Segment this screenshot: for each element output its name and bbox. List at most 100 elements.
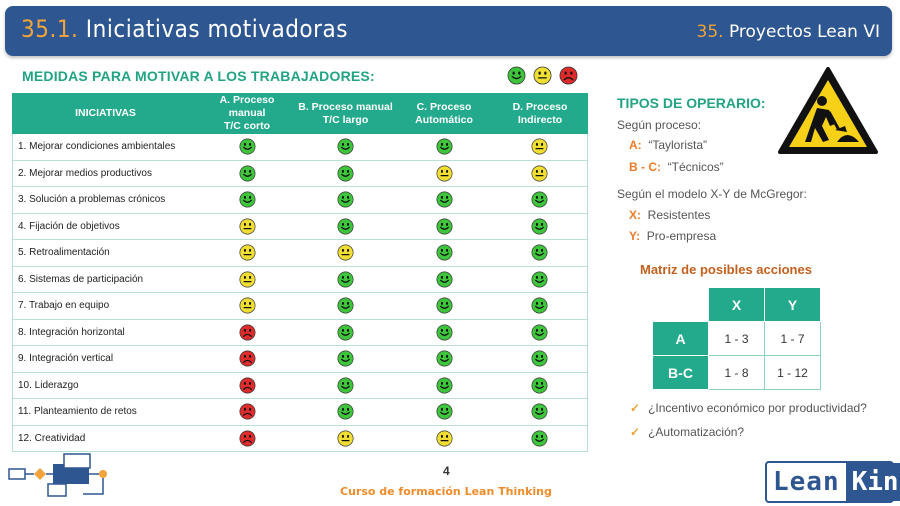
green-smile-icon <box>436 350 453 367</box>
rating-cell <box>395 160 493 187</box>
operator-types-title: TIPOS DE OPERARIO: <box>617 95 766 111</box>
slide-title: 35.1. Iniciativas motivadoras <box>21 15 348 43</box>
rating-cell <box>198 266 296 293</box>
checkmark-icon: ✓ <box>630 425 641 439</box>
operator-y-label: Y: <box>629 229 641 243</box>
matrix-row-bc: B-C <box>652 355 709 390</box>
rating-cell <box>198 213 296 240</box>
green-smile-icon <box>436 297 453 314</box>
column-header-line1: C. Proceso <box>416 100 472 113</box>
initiative-label: 11. Planteamiento de retos <box>12 398 199 426</box>
green-smile-icon <box>337 138 354 155</box>
logo-lean: Lean <box>773 467 840 497</box>
rating-cell <box>295 398 396 426</box>
table-body: 1. Mejorar condiciones ambientales 2. Mej… <box>12 133 588 452</box>
green-smile-icon <box>507 66 526 85</box>
green-smile-icon <box>436 271 453 288</box>
module-title: 35. Proyectos Lean VI <box>697 22 881 42</box>
rating-cell <box>295 133 396 161</box>
green-smile-icon <box>239 191 256 208</box>
rating-cell <box>295 239 396 267</box>
green-smile-icon <box>436 324 453 341</box>
column-header-line2: T/C largo <box>322 113 369 126</box>
question-text: ¿Incentivo económico por productividad? <box>648 401 867 415</box>
table-row: 10. Liderazgo <box>12 372 588 399</box>
operator-bc: B - C: “Técnicos” <box>629 160 724 174</box>
rating-cell <box>492 133 588 161</box>
table-row: 7. Trabajo en equipo <box>12 292 588 320</box>
initiative-label: 9. Integración vertical <box>12 345 199 373</box>
rating-cell <box>395 345 493 373</box>
rating-cell <box>492 372 588 399</box>
red-sad-icon <box>239 377 256 394</box>
initiative-label: 10. Liderazgo <box>12 372 199 399</box>
red-sad-icon <box>239 324 256 341</box>
initiatives-table: INICIATIVAS A. Proceso manual T/C corto B. … <box>12 93 588 452</box>
matrix-col-x: X <box>708 287 765 322</box>
table-row: 11. Planteamiento de retos <box>12 398 588 426</box>
green-smile-icon <box>531 191 548 208</box>
column-header-line1: D. Proceso <box>512 100 568 113</box>
question-item: ✓ ¿Incentivo económico por productividad? <box>630 401 867 415</box>
table-row: 5. Retroalimentación <box>12 239 588 267</box>
rating-cell <box>198 239 296 267</box>
matrix-cell: 1 - 7 <box>764 321 821 356</box>
green-smile-icon <box>239 165 256 182</box>
green-smile-icon <box>531 350 548 367</box>
rating-cell <box>198 186 296 214</box>
column-header-line1: B. Proceso manual <box>298 100 393 113</box>
column-header: INICIATIVAS <box>12 93 199 134</box>
green-smile-icon <box>436 218 453 235</box>
process-flow-icon <box>8 450 112 505</box>
operator-a-text: “Taylorista” <box>648 138 708 152</box>
rating-cell <box>395 266 493 293</box>
leankin-logo: Lean Kin <box>765 461 900 503</box>
column-header-line2: Automático <box>415 113 473 126</box>
yellow-neutral-icon <box>239 297 256 314</box>
table-header-row: INICIATIVAS A. Proceso manual T/C corto B. … <box>12 93 588 134</box>
rating-cell <box>295 266 396 293</box>
rating-cell <box>198 345 296 373</box>
operator-bc-label: B - C: <box>629 160 661 174</box>
rating-cell <box>492 398 588 426</box>
green-smile-icon <box>337 350 354 367</box>
rating-cell <box>198 425 296 452</box>
section-title: MEDIDAS PARA MOTIVAR A LOS TRABAJADORES: <box>22 68 375 84</box>
column-header-line2: Indirecto <box>517 113 563 126</box>
yellow-neutral-icon <box>531 165 548 182</box>
rating-cell <box>295 186 396 214</box>
rating-cell <box>395 292 493 320</box>
construction-warning-icon <box>777 66 879 161</box>
red-sad-icon <box>239 430 256 447</box>
operator-x-text: Resistentes <box>647 208 711 222</box>
rating-cell <box>198 398 296 426</box>
rating-cell <box>492 319 588 346</box>
rating-cell <box>198 319 296 346</box>
operator-a: A: “Taylorista” <box>629 138 707 152</box>
matrix-corner <box>652 287 709 322</box>
rating-cell <box>395 372 493 399</box>
rating-cell <box>395 425 493 452</box>
by-process-label: Según proceso: <box>617 118 702 132</box>
rating-cell <box>492 213 588 240</box>
module-number: 35. <box>696 22 724 42</box>
yellow-neutral-icon <box>436 165 453 182</box>
yellow-neutral-icon <box>239 218 256 235</box>
green-smile-icon <box>531 377 548 394</box>
red-sad-icon <box>559 66 578 85</box>
green-smile-icon <box>531 218 548 235</box>
yellow-neutral-icon <box>239 271 256 288</box>
column-header: B. Proceso manual T/C largo <box>295 93 396 134</box>
rating-cell <box>492 239 588 267</box>
green-smile-icon <box>531 297 548 314</box>
yellow-neutral-icon <box>533 66 552 85</box>
table-row: 9. Integración vertical <box>12 345 588 373</box>
table-row: 12. Creatividad <box>12 425 588 452</box>
green-smile-icon <box>337 271 354 288</box>
matrix-row-a: A <box>652 321 709 356</box>
rating-cell <box>295 160 396 187</box>
rating-cell <box>395 186 493 214</box>
matrix-cell: 1 - 12 <box>764 355 821 390</box>
initiative-label: 5. Retroalimentación <box>12 239 199 267</box>
table-row: 2. Mejorar medios productivos <box>12 160 588 187</box>
